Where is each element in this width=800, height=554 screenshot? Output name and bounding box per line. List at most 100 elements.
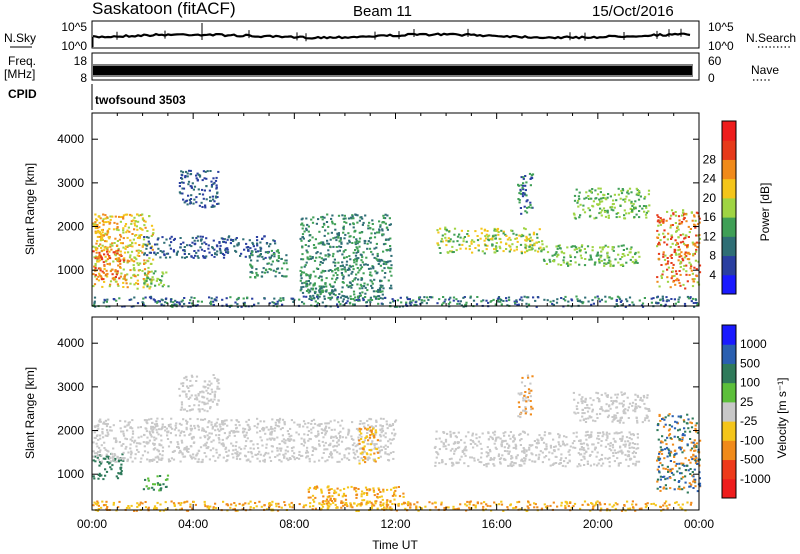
data-cell-region-4 (322, 495, 325, 498)
data-cell-region-2 (291, 449, 294, 452)
data-cell-region-8 (379, 297, 382, 300)
data-cell-region-13 (674, 211, 677, 213)
data-cell-region-4 (201, 188, 204, 191)
data-cell-region-2 (200, 418, 203, 421)
data-cell-region-2 (326, 422, 329, 425)
data-cell-region-4 (372, 489, 375, 492)
data-cell-region-7 (598, 398, 601, 401)
data-cell-region-6 (601, 435, 604, 438)
data-cell-region-13 (674, 252, 677, 255)
data-cell-region-13 (688, 258, 691, 261)
data-cell-region-5 (368, 449, 371, 451)
data-cell-region-10 (628, 251, 631, 254)
data-cell-region-6 (437, 453, 440, 456)
data-cell-region-8 (518, 406, 521, 408)
data-cell-region-9 (473, 240, 476, 243)
data-cell-region-7 (319, 252, 322, 255)
data-cell-region-6 (251, 266, 254, 269)
data-cell-region-10 (634, 258, 637, 261)
data-cell-region-7 (303, 265, 306, 268)
data-cell-region-14 (515, 299, 518, 302)
data-cell-region-9 (508, 250, 511, 253)
data-cell-region-5 (218, 241, 221, 243)
data-cell-region-0 (98, 461, 102, 464)
data-cell-region-6 (434, 464, 437, 467)
data-cell-region-2 (249, 447, 252, 450)
data-cell-region-13 (691, 278, 694, 281)
data-cell-region-2 (244, 455, 247, 458)
data-cell-region-2 (177, 429, 180, 432)
data-cell-region-6 (510, 455, 513, 457)
data-cell-region-2 (305, 449, 308, 452)
data-cell-region-9 (673, 435, 676, 438)
data-cell-region-14 (209, 300, 213, 303)
data-cell-region-3 (206, 410, 209, 413)
data-cell-region-5 (223, 240, 226, 243)
data-cell-region-7 (387, 238, 390, 241)
data-cell-region-2 (278, 447, 281, 450)
data-cell-region-2 (230, 442, 233, 445)
data-cell-region-7 (341, 274, 344, 276)
data-cell-region-2 (310, 419, 313, 422)
data-cell-region-2 (394, 420, 397, 423)
data-cell-region-2 (238, 424, 241, 427)
data-cell-region-7 (334, 268, 337, 271)
data-cell-region-2 (210, 432, 213, 435)
data-cell-region-14 (551, 302, 554, 305)
data-cell-region-5 (361, 440, 364, 443)
data-cell-region-0 (104, 474, 107, 477)
data-cell-region-3 (160, 279, 163, 282)
data-cell-region-2 (153, 426, 156, 429)
data-cell-region-9 (525, 237, 528, 239)
data-cell-region-2 (310, 431, 313, 434)
data-cell-region-9 (505, 243, 508, 246)
data-cell-region-2 (352, 448, 355, 451)
data-cell-region-0 (152, 228, 155, 231)
data-cell-region-2 (274, 456, 277, 458)
data-cell-region-6 (558, 436, 561, 439)
data-cell-region-13 (665, 219, 668, 222)
data-cell-region-7 (362, 272, 365, 275)
data-cell-region-7 (368, 221, 371, 224)
data-cell-region-4 (178, 185, 181, 188)
data-cell-region-7 (373, 256, 376, 259)
data-cell-region-5 (249, 247, 252, 250)
data-cell-region-2 (367, 456, 370, 459)
data-cell-region-13 (695, 241, 698, 244)
data-cell-region-9 (541, 243, 544, 246)
data-cell-region-7 (591, 408, 594, 411)
data-cell-region-6 (557, 441, 560, 444)
data-cell-region-13 (672, 212, 675, 215)
data-cell-region-0 (111, 215, 114, 218)
data-cell-region-7 (383, 276, 386, 279)
data-cell-region-2 (203, 418, 207, 421)
data-cell-region-6 (513, 462, 516, 464)
data-cell-region-14 (183, 297, 186, 299)
data-cell-region-1 (97, 267, 100, 270)
data-cell-region-6 (475, 437, 478, 440)
data-cell-region-10 (636, 262, 639, 264)
data-cell-region-13 (662, 255, 665, 258)
data-cell-region-2 (300, 455, 303, 457)
data-cell-region-6 (448, 458, 451, 461)
data-cell-region-6 (510, 457, 513, 460)
data-cell-region-14 (632, 303, 635, 306)
data-cell-region-6 (566, 461, 569, 464)
data-cell-region-2 (222, 456, 225, 459)
data-cell-region-6 (487, 438, 490, 441)
data-cell-region-14 (93, 300, 96, 303)
data-cell-region-7 (326, 242, 329, 245)
data-cell-region-7 (618, 402, 621, 405)
data-cell-region-2 (223, 419, 226, 422)
data-cell-region-2 (118, 441, 121, 444)
data-cell-region-2 (166, 431, 169, 433)
data-cell-region-2 (174, 424, 177, 427)
data-cell-region-5 (168, 244, 171, 247)
data-cell-region-14 (506, 304, 509, 307)
data-cell-region-7 (389, 260, 392, 263)
data-cell-region-6 (610, 449, 613, 452)
data-cell-region-10 (606, 256, 609, 259)
data-cell-region-0 (120, 473, 123, 476)
data-cell-region-11 (575, 188, 578, 191)
data-cell-region-4 (185, 170, 188, 173)
